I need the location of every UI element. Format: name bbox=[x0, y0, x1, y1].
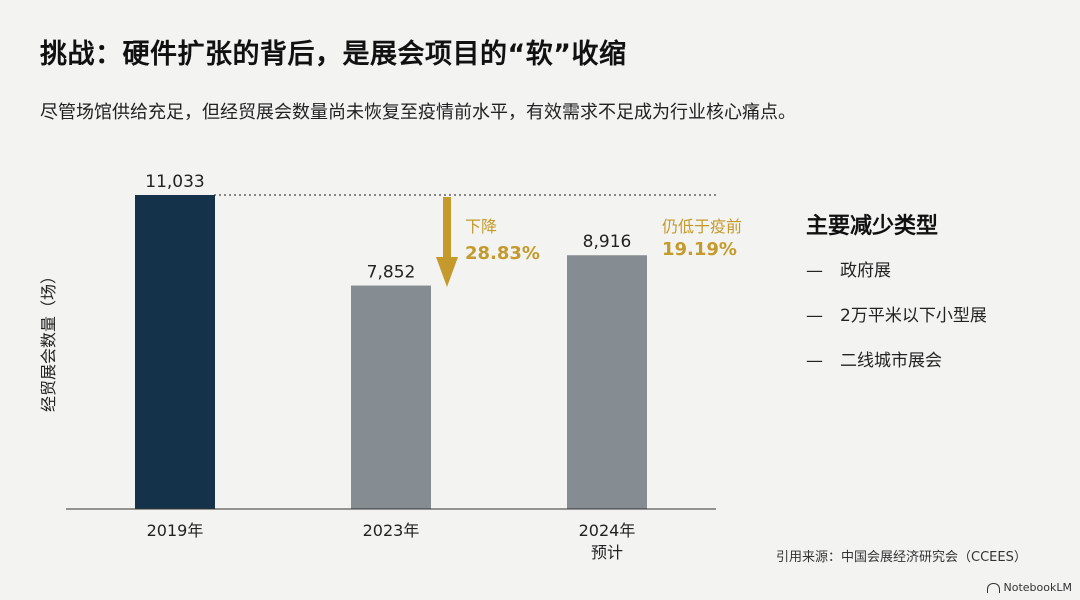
annotation-value: 28.83% bbox=[465, 243, 540, 264]
page-subtitle: 尽管场馆供给充足，但经贸展会数量尚未恢复至疫情前水平，有效需求不足成为行业核心痛… bbox=[40, 102, 796, 123]
x-tick-label: 2024年 bbox=[579, 521, 636, 540]
notebook-icon bbox=[986, 582, 1000, 593]
annotation-value: 19.19% bbox=[662, 239, 737, 260]
source-citation: 引用来源：中国会展经济研究会（CCEES） bbox=[776, 550, 1027, 565]
side-panel-item-label: 政府展 bbox=[840, 261, 891, 281]
bar bbox=[567, 255, 647, 509]
x-tick-label: 2023年 bbox=[363, 521, 420, 540]
bar-value-label: 7,852 bbox=[367, 263, 416, 283]
side-panel-item: — 政府展 bbox=[806, 258, 987, 303]
bar-value-label: 11,033 bbox=[145, 172, 204, 192]
bar bbox=[351, 285, 431, 509]
side-panel-item-label: 2万平米以下小型展 bbox=[840, 306, 987, 326]
x-tick-label: 预计 bbox=[591, 543, 623, 562]
bar-value-label: 8,916 bbox=[583, 232, 632, 252]
side-panel-item: — 二线城市展会 bbox=[806, 348, 987, 393]
side-panel-item-label: 二线城市展会 bbox=[840, 351, 942, 371]
side-panel-title: 主要减少类型 bbox=[806, 214, 939, 239]
annotation-label: 仍低于疫前 bbox=[662, 217, 742, 236]
brand-logo: NotebookLM bbox=[986, 581, 1072, 594]
bar bbox=[135, 195, 215, 509]
annotation-label: 下降 bbox=[465, 217, 497, 236]
side-panel-item: — 2万平米以下小型展 bbox=[806, 303, 987, 348]
page-title: 挑战：硬件扩张的背后，是展会项目的“软”收缩 bbox=[40, 39, 627, 70]
x-tick-label: 2019年 bbox=[147, 521, 204, 540]
decline-arrow-shaft bbox=[443, 197, 451, 259]
y-axis-label: 经贸展会数量（场） bbox=[39, 268, 58, 412]
dash-icon: — bbox=[806, 306, 823, 326]
side-panel: 主要减少类型 — 政府展 — 2万平米以下小型展 — 二线城市展会 bbox=[806, 208, 987, 393]
brand-label: NotebookLM bbox=[1003, 581, 1072, 594]
decline-arrow-head bbox=[436, 257, 458, 287]
dash-icon: — bbox=[806, 351, 823, 371]
dash-icon: — bbox=[806, 261, 823, 281]
